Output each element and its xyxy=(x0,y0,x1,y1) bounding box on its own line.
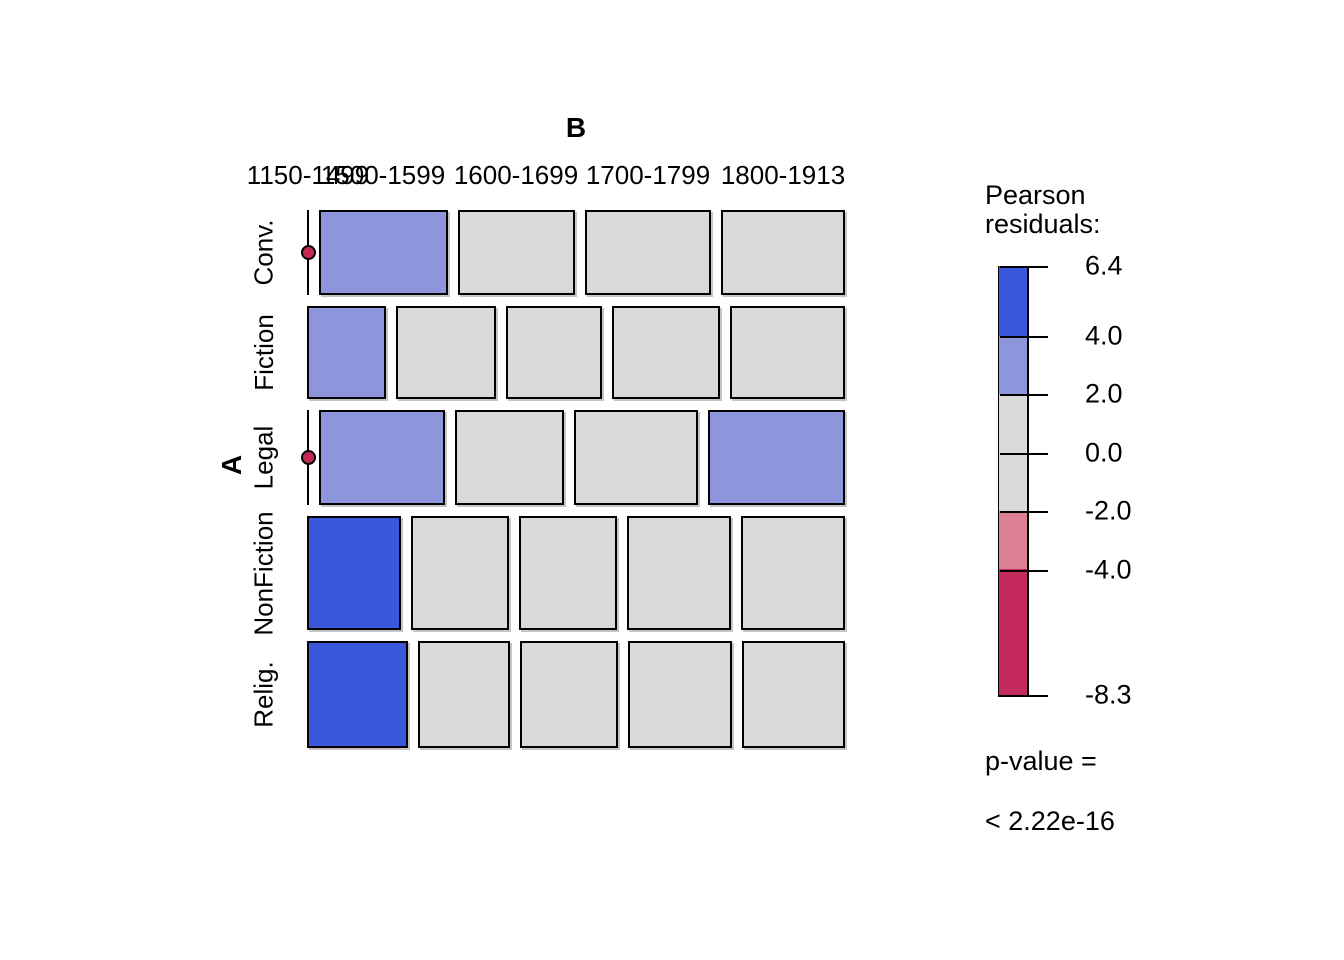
mosaic-cell-Fiction-1600-1699 xyxy=(506,306,602,399)
legend-tick-label-0.0: 0.0 xyxy=(1085,437,1123,468)
legend-tick-label--8.3: -8.3 xyxy=(1085,679,1132,710)
legend-tick-mark xyxy=(1000,336,1048,338)
column-label-1600-1699: 1600-1699 xyxy=(453,160,579,190)
mosaic-cell-Fiction-1150-1499 xyxy=(307,306,386,399)
row-label-text: Conv. xyxy=(248,219,279,286)
legend-p-value: p-value = < 2.22e-16 xyxy=(985,746,1115,836)
mosaic-cell-Conv.-1600-1699 xyxy=(458,210,575,295)
legend-tick-mark xyxy=(1000,394,1048,396)
column-label-1150-1499: 1150-1499 xyxy=(246,160,370,190)
mosaic-cell-Relig.-1600-1699 xyxy=(520,641,618,748)
mosaic-cell-Conv.-1700-1799 xyxy=(585,210,711,295)
mosaic-cell-Relig.-1700-1799 xyxy=(628,641,732,748)
mosaic-cell-Fiction-1700-1799 xyxy=(612,306,720,399)
negative-residual-dot-icon xyxy=(300,245,316,260)
mosaic-cell-Fiction-1800-1913 xyxy=(730,306,845,399)
row-label-text: NonFiction xyxy=(248,510,279,636)
column-label-1800-1913: 1800-1913 xyxy=(720,160,846,190)
row-label-text: Legal xyxy=(248,425,279,490)
row-label-NonFiction: NonFiction xyxy=(244,511,284,635)
row-label-text: Relig. xyxy=(248,661,279,728)
legend-segment-gray xyxy=(999,394,1027,511)
mosaic-cell-Relig.-1800-1913 xyxy=(742,641,845,748)
legend-tick-label-6.4: 6.4 xyxy=(1085,250,1123,281)
mosaic-cell-NonFiction-1600-1699 xyxy=(519,516,617,630)
mosaic-cell-Relig.-1150-1499 xyxy=(307,641,408,748)
mosaic-cell-Legal-1600-1699 xyxy=(455,410,564,505)
legend-color-bar xyxy=(998,266,1029,695)
mosaic-cell-Legal-1800-1913 xyxy=(708,410,845,505)
top-axis-title: B xyxy=(565,112,587,143)
legend-segment-pink xyxy=(999,511,1027,569)
legend-tick-mark xyxy=(1000,570,1048,572)
column-label-1500-1599: 1500-1599 xyxy=(320,160,446,190)
mosaic-cell-Fiction-1500-1599 xyxy=(396,306,496,399)
legend-tick-mark xyxy=(1000,266,1048,268)
negative-residual-dot-icon xyxy=(300,450,316,465)
row-label-Relig.: Relig. xyxy=(244,641,284,748)
legend-tick-label--4.0: -4.0 xyxy=(1085,554,1132,585)
legend-tick-label--2.0: -2.0 xyxy=(1085,495,1132,526)
legend-segment-red4 xyxy=(999,569,1027,695)
legend-segment-blue4 xyxy=(999,266,1027,336)
mosaic-cell-Legal-1500-1599 xyxy=(319,410,445,505)
row-label-Conv.: Conv. xyxy=(244,210,284,295)
row-label-Legal: Legal xyxy=(244,410,284,505)
mosaic-cell-Conv.-1800-1913 xyxy=(721,210,845,295)
mosaic-cell-NonFiction-1800-1913 xyxy=(741,516,845,630)
legend-bar-bottom-line xyxy=(998,695,1031,697)
mosaic-cell-Relig.-1500-1599 xyxy=(418,641,510,748)
row-label-text: Fiction xyxy=(248,314,279,391)
mosaic-cell-Legal-1700-1799 xyxy=(574,410,698,505)
mosaic-cell-Conv.-1500-1599 xyxy=(319,210,448,295)
column-label-1700-1799: 1700-1799 xyxy=(585,160,711,190)
legend-tick-mark xyxy=(1000,453,1048,455)
legend-tick-label-2.0: 2.0 xyxy=(1085,378,1123,409)
legend-tick-mark xyxy=(1000,511,1048,513)
row-label-Fiction: Fiction xyxy=(244,306,284,399)
legend-tick-label-4.0: 4.0 xyxy=(1085,320,1123,351)
mosaic-cell-NonFiction-1700-1799 xyxy=(627,516,731,630)
legend-segment-blue2 xyxy=(999,336,1027,394)
legend-title: Pearson residuals: xyxy=(985,180,1101,239)
mosaic-cell-NonFiction-1500-1599 xyxy=(411,516,509,630)
mosaic-cell-NonFiction-1150-1499 xyxy=(307,516,401,630)
